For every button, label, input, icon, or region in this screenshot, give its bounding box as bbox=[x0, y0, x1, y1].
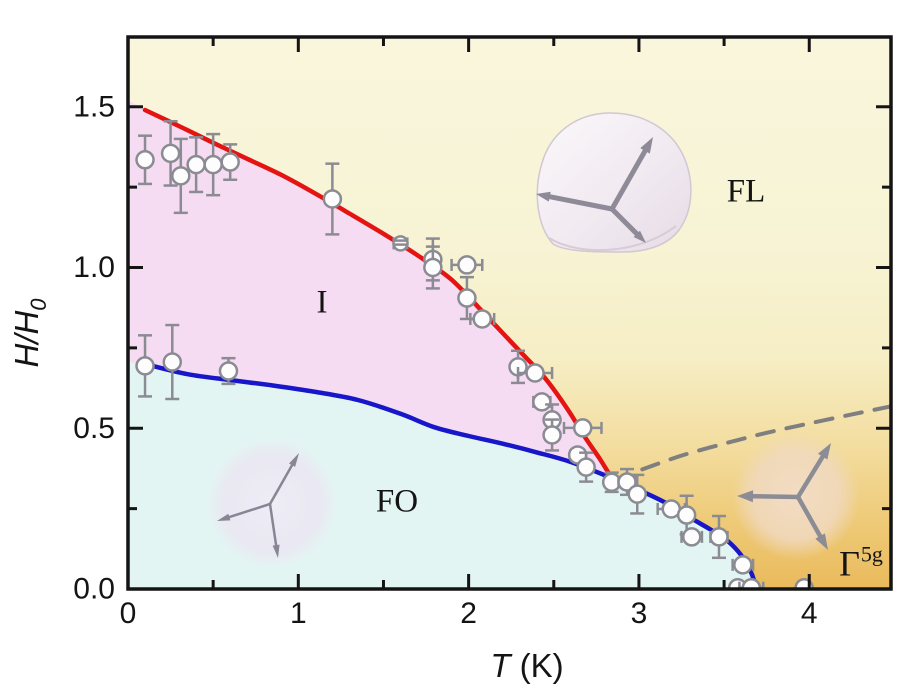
region-label-ferro-octupolar: FO bbox=[375, 483, 419, 520]
y-tick-label: 0.0 bbox=[73, 573, 115, 606]
y-axis-label: H/H0 bbox=[8, 298, 52, 367]
y-axis-symbol: H/H bbox=[8, 310, 46, 368]
x-tick-label: 1 bbox=[290, 597, 307, 630]
y-tick-label: 0.5 bbox=[73, 412, 115, 445]
fo-inset-illustration bbox=[206, 437, 338, 569]
x-tick-label: 0 bbox=[120, 597, 137, 630]
x-axis-label: T (K) bbox=[490, 647, 563, 685]
y-axis-subscript: 0 bbox=[25, 298, 51, 311]
x-tick-label: 3 bbox=[631, 597, 648, 630]
y-tick-label: 1.0 bbox=[73, 251, 115, 284]
gamma-symbol: Γ bbox=[839, 543, 860, 584]
gamma5g-inset-illustration bbox=[732, 432, 860, 560]
y-tick-label: 1.5 bbox=[73, 90, 115, 123]
x-tick-label: 4 bbox=[801, 597, 818, 630]
gamma-superscript: 5g bbox=[860, 541, 883, 567]
tick-labels: 0 1 2 3 4 0.0 0.5 1.0 1.5 bbox=[73, 90, 817, 630]
x-axis-symbol: T bbox=[490, 647, 511, 684]
x-axis-unit: (K) bbox=[510, 647, 564, 684]
region-label-intermediate: I bbox=[316, 284, 328, 321]
plot-area bbox=[128, 37, 891, 589]
region-label-gamma5g: Γ5g bbox=[839, 542, 883, 585]
i-fl-boundary-curve bbox=[142, 107, 614, 481]
crossover-dashed-curve bbox=[640, 404, 891, 472]
region-label-field-lifted: FL bbox=[726, 173, 766, 210]
x-tick-label: 2 bbox=[460, 597, 477, 630]
fl-inset-illustration bbox=[536, 112, 692, 253]
axes-frame bbox=[126, 35, 893, 591]
region-I-fill bbox=[128, 100, 612, 479]
